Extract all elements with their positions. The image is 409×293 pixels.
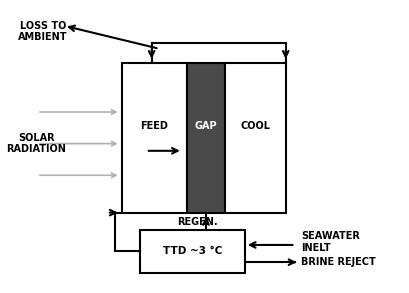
Text: REGEN.: REGEN. (178, 217, 218, 227)
Text: COOL: COOL (240, 121, 271, 131)
Text: SEAWATER
INELT: SEAWATER INELT (301, 231, 360, 253)
Bar (122, 63, 286, 213)
Text: BRINE REJECT: BRINE REJECT (301, 257, 376, 267)
Text: FEED: FEED (141, 121, 169, 131)
Text: TTD ~3 °C: TTD ~3 °C (163, 246, 222, 256)
Text: GAP: GAP (195, 121, 217, 131)
Text: SOLAR
RADIATION: SOLAR RADIATION (6, 133, 66, 154)
Text: LOSS TO
AMBIENT: LOSS TO AMBIENT (18, 21, 67, 42)
Bar (140, 230, 245, 273)
Bar (187, 63, 225, 213)
